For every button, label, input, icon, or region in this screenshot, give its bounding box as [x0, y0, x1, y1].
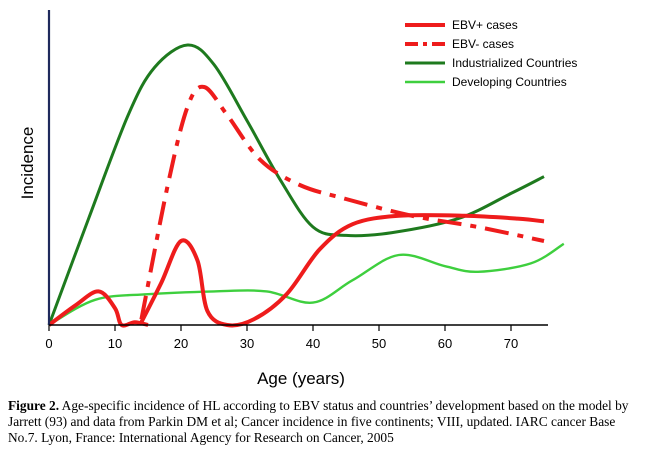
plot-lines — [47, 43, 565, 328]
x-tick-label: 70 — [504, 336, 518, 351]
x-tick-label: 50 — [372, 336, 386, 351]
legend-label-industrialized-countries: Industrialized Countries — [452, 56, 577, 70]
x-tick-label: 60 — [438, 336, 452, 351]
legend-label-developing-countries: Developing Countries — [452, 75, 567, 89]
x-tick-label: 10 — [108, 336, 122, 351]
legend-label-ebv-cases: EBV+ cases — [452, 18, 518, 32]
series-line-ebv-cases-2 — [139, 213, 545, 328]
legend: EBV+ cases EBV- cases Industrialized Count… — [405, 18, 577, 89]
caption-label: Figure 2. — [8, 398, 60, 413]
x-tick-label: 20 — [174, 336, 188, 351]
x-axis-title: Age (years) — [257, 369, 345, 388]
legend-label-ebv-cases: EBV- cases — [452, 37, 514, 51]
x-tick-label: 30 — [240, 336, 254, 351]
caption-text: Age-specific incidence of HL according t… — [8, 398, 629, 445]
x-ticks: 0 10 20 30 40 50 60 70 — [45, 325, 518, 351]
series-line-ebv-cases-1 — [47, 289, 149, 328]
figure-caption: Figure 2. Age-specific incidence of HL a… — [8, 398, 644, 446]
series-line-ebv-cases — [139, 84, 545, 320]
x-tick-label: 40 — [306, 336, 320, 351]
y-axis-title: Incidence — [18, 127, 37, 200]
line-chart: 0 10 20 30 40 50 60 70 Age (years) Incidence EB… — [18, 10, 577, 388]
x-tick-label: 0 — [45, 336, 52, 351]
series-line-developing-countries — [48, 242, 565, 327]
